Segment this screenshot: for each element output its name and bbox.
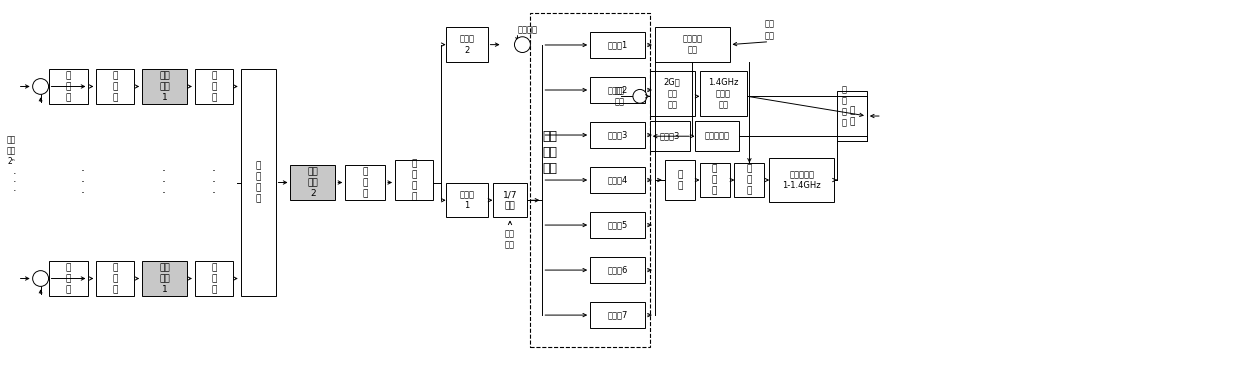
- Bar: [345, 165, 386, 200]
- Text: 2G低
通滤
波器: 2G低 通滤 波器: [663, 78, 681, 109]
- Bar: [590, 122, 645, 148]
- Text: 数控
衰减
2: 数控 衰减 2: [308, 167, 319, 198]
- Text: 滤波器3: 滤波器3: [608, 131, 627, 139]
- Bar: [699, 71, 748, 116]
- Text: 增
益
补
偿: 增 益 补 偿: [842, 85, 847, 127]
- Text: 控制
信号: 控制 信号: [764, 20, 774, 40]
- Bar: [241, 69, 275, 296]
- Circle shape: [515, 37, 531, 53]
- Text: 限
幅
器: 限 幅 器: [113, 263, 118, 294]
- Text: 开
关: 开 关: [677, 170, 682, 190]
- Text: 列
向
合
成: 列 向 合 成: [255, 161, 260, 204]
- Bar: [590, 32, 645, 58]
- Text: 滤
波
器: 滤 波 器: [66, 71, 71, 102]
- Text: ·
·
·: · · ·: [212, 165, 216, 200]
- Bar: [769, 158, 835, 202]
- Text: 低通滤波器: 低通滤波器: [704, 132, 729, 141]
- Text: 滤波器5: 滤波器5: [608, 220, 627, 230]
- Bar: [734, 163, 764, 197]
- Bar: [837, 91, 867, 141]
- Bar: [590, 212, 645, 238]
- Bar: [143, 69, 187, 104]
- Text: 开关
滤波
器组: 开关 滤波 器组: [543, 130, 558, 176]
- Bar: [97, 69, 134, 104]
- Bar: [446, 27, 487, 62]
- Text: 滤波器6: 滤波器6: [608, 266, 627, 274]
- Text: ·
·
·: · · ·: [12, 169, 16, 196]
- Text: 低噪放3: 低噪放3: [660, 132, 680, 141]
- Text: 低
噪
放: 低 噪 放: [211, 71, 217, 102]
- Bar: [195, 69, 233, 104]
- Bar: [694, 122, 739, 151]
- Text: 低噪放
1: 低噪放 1: [459, 190, 474, 210]
- Text: 天线
单元
2ⁿ: 天线 单元 2ⁿ: [7, 135, 16, 166]
- Text: 低
噪
放: 低 噪 放: [712, 165, 717, 196]
- Text: 滤
波
器: 滤 波 器: [66, 263, 71, 294]
- Bar: [290, 165, 335, 200]
- Bar: [699, 163, 729, 197]
- Bar: [396, 160, 433, 200]
- Bar: [590, 257, 645, 283]
- Text: 1.4GHz
低通滤
波器: 1.4GHz 低通滤 波器: [708, 78, 739, 109]
- Text: 限
幅
器: 限 幅 器: [113, 71, 118, 102]
- Text: 带通滤波器
1-1.4GHz: 带通滤波器 1-1.4GHz: [782, 170, 821, 190]
- Text: 均
衡
器: 均 衡 器: [362, 167, 368, 198]
- Bar: [655, 27, 729, 62]
- Bar: [531, 13, 650, 347]
- Text: 低噪放
2: 低噪放 2: [459, 35, 474, 55]
- Circle shape: [32, 270, 48, 287]
- Text: 滤波器2: 滤波器2: [608, 85, 627, 95]
- Bar: [590, 77, 645, 103]
- Text: 混
频
器: 混 频 器: [746, 165, 753, 196]
- Text: 控制
信号: 控制 信号: [505, 229, 515, 249]
- Text: 滤波器7: 滤波器7: [608, 311, 627, 320]
- Text: 1/7
开关: 1/7 开关: [502, 190, 517, 210]
- Bar: [97, 261, 134, 296]
- Text: 低
噪
放: 低 噪 放: [211, 263, 217, 294]
- Circle shape: [32, 78, 48, 95]
- Text: ·
·
·: · · ·: [81, 165, 84, 200]
- Text: 数控
衰减
1: 数控 衰减 1: [159, 263, 170, 294]
- Bar: [665, 160, 694, 200]
- Bar: [650, 71, 694, 116]
- Text: 本振信号
模块: 本振信号 模块: [682, 35, 702, 55]
- Bar: [143, 261, 187, 296]
- Bar: [48, 69, 88, 104]
- Text: 二
功
分
器: 二 功 分 器: [412, 159, 417, 201]
- Bar: [48, 261, 88, 296]
- Bar: [590, 167, 645, 193]
- Text: 滤波器4: 滤波器4: [608, 176, 627, 185]
- Text: 射频输出: 射频输出: [517, 25, 537, 34]
- Bar: [650, 122, 689, 151]
- Bar: [446, 183, 487, 218]
- Text: ·
·
·: · · ·: [162, 165, 166, 200]
- Bar: [195, 261, 233, 296]
- Circle shape: [632, 89, 647, 103]
- Bar: [590, 302, 645, 328]
- Text: 中频
输出: 中频 输出: [615, 86, 625, 106]
- Bar: [492, 183, 527, 218]
- Text: 滤波器1: 滤波器1: [608, 41, 627, 50]
- Text: 数控
衰减
1: 数控 衰减 1: [159, 71, 170, 102]
- Text: 放
大: 放 大: [849, 106, 854, 126]
